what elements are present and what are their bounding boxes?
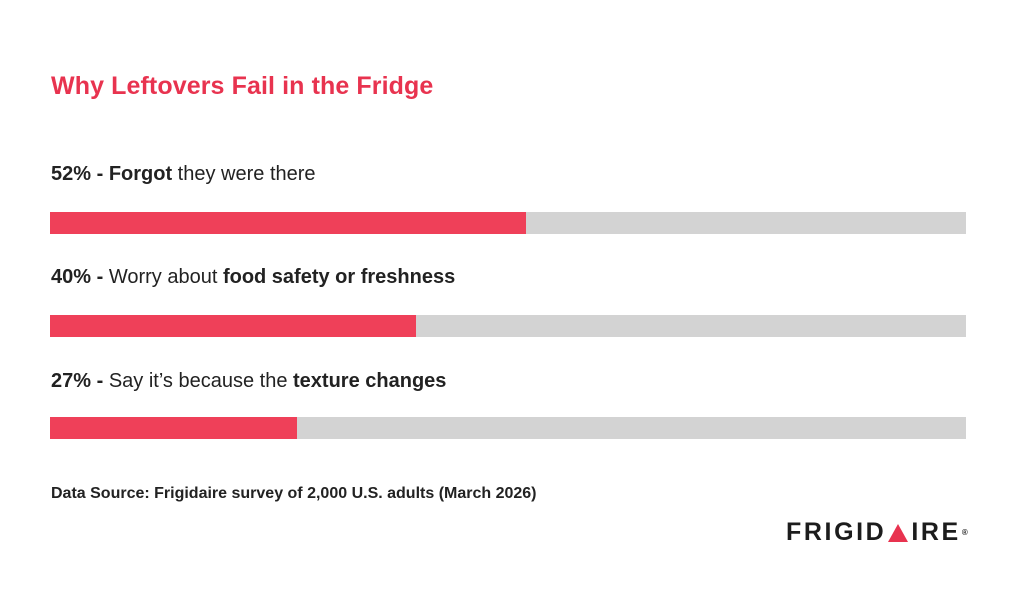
- chart-title: Why Leftovers Fail in the Fridge: [51, 72, 434, 100]
- bar-track: [50, 417, 966, 439]
- bar-label: 40% - Worry about food safety or freshne…: [51, 266, 455, 289]
- bar-label-text: texture changes: [293, 370, 447, 392]
- bar-value-label: 27% -: [51, 370, 109, 392]
- bar-label-text: Say it’s because the: [108, 370, 294, 392]
- data-source-note: Data Source: Frigidaire survey of 2,000 …: [51, 485, 537, 502]
- bar-value-label: 40% -: [51, 266, 109, 288]
- bar-value-label: 52% -: [51, 163, 109, 185]
- logo-text-end: IRE: [911, 518, 961, 546]
- bar-label: 52% - Forgot they were there: [51, 163, 316, 186]
- registered-mark: ®: [961, 528, 968, 537]
- bar-label-text: food safety or freshness: [222, 266, 456, 288]
- triangle-a-icon: [888, 523, 909, 542]
- frigidaire-logo: FRIGID IRE ®: [786, 518, 968, 547]
- bar-label-text: Worry about: [108, 266, 223, 288]
- bar-label-text: Forgot: [108, 163, 173, 185]
- bar: [50, 315, 417, 337]
- bar-label-text: they were there: [172, 163, 316, 185]
- logo-text-start: FRIGID: [786, 518, 887, 546]
- bar-track: [50, 212, 966, 234]
- bar-label: 27% - Say it’s because the texture chang…: [51, 370, 446, 393]
- bar: [50, 417, 298, 439]
- bar-track: [50, 315, 966, 337]
- bar: [50, 212, 527, 234]
